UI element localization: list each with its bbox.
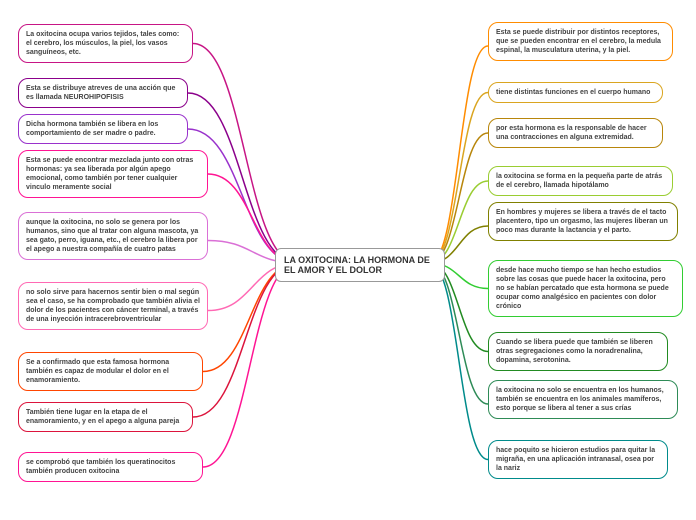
branch-node: se comprobó que también los queratinocit…	[18, 452, 203, 482]
branch-text: hace poquito se hicieron estudios para q…	[496, 447, 655, 472]
branch-node: la oxitocina se forma en la pequeña part…	[488, 166, 673, 196]
branch-text: La oxitocina ocupa varios tejidos, tales…	[26, 31, 179, 56]
center-node: LA OXITOCINA: LA HORMONA DE EL AMOR Y EL…	[275, 248, 445, 282]
branch-node: Se a confirmado que esta famosa hormona …	[18, 352, 203, 391]
branch-text: la oxitocina no solo se encuentra en los…	[496, 387, 664, 412]
branch-text: Cuando se libera puede que también se li…	[496, 339, 653, 364]
center-title: LA OXITOCINA: LA HORMONA DE EL AMOR Y EL…	[284, 255, 430, 275]
branch-node: En hombres y mujeres se libera a través …	[488, 202, 678, 241]
branch-node: tiene distintas funciones en el cuerpo h…	[488, 82, 663, 103]
branch-node: la oxitocina no solo se encuentra en los…	[488, 380, 678, 419]
branch-node: Esta se puede distribuir por distintos r…	[488, 22, 673, 61]
branch-node: aunque la oxitocina, no solo se genera p…	[18, 212, 208, 260]
branch-text: se comprobó que también los queratinocit…	[26, 459, 175, 475]
branch-text: Esta se puede distribuir por distintos r…	[496, 29, 661, 54]
branch-node: Cuando se libera puede que también se li…	[488, 332, 668, 371]
branch-node: La oxitocina ocupa varios tejidos, tales…	[18, 24, 193, 63]
branch-text: Esta se distribuye atreves de una acción…	[26, 85, 175, 101]
branch-node: por esta hormona es la responsable de ha…	[488, 118, 663, 148]
branch-text: tiene distintas funciones en el cuerpo h…	[496, 89, 650, 96]
branch-text: no solo sirve para hacernos sentir bien …	[26, 289, 200, 323]
branch-text: la oxitocina se forma en la pequeña part…	[496, 173, 662, 189]
branch-node: Esta se distribuye atreves de una acción…	[18, 78, 188, 108]
branch-node: Esta se puede encontrar mezclada junto c…	[18, 150, 208, 198]
branch-text: desde hace mucho tiempo se han hecho est…	[496, 267, 669, 310]
branch-text: En hombres y mujeres se libera a través …	[496, 209, 668, 234]
branch-node: no solo sirve para hacernos sentir bien …	[18, 282, 208, 330]
branch-node: También tiene lugar en la etapa de el en…	[18, 402, 193, 432]
branch-text: Se a confirmado que esta famosa hormona …	[26, 359, 169, 384]
branch-text: También tiene lugar en la etapa de el en…	[26, 409, 179, 425]
branch-text: por esta hormona es la responsable de ha…	[496, 125, 647, 141]
branch-node: Dicha hormona también se libera en los c…	[18, 114, 188, 144]
branch-text: Esta se puede encontrar mezclada junto c…	[26, 157, 193, 191]
branch-node: desde hace mucho tiempo se han hecho est…	[488, 260, 683, 317]
branch-text: Dicha hormona también se libera en los c…	[26, 121, 158, 137]
branch-node: hace poquito se hicieron estudios para q…	[488, 440, 668, 479]
branch-text: aunque la oxitocina, no solo se genera p…	[26, 219, 198, 253]
